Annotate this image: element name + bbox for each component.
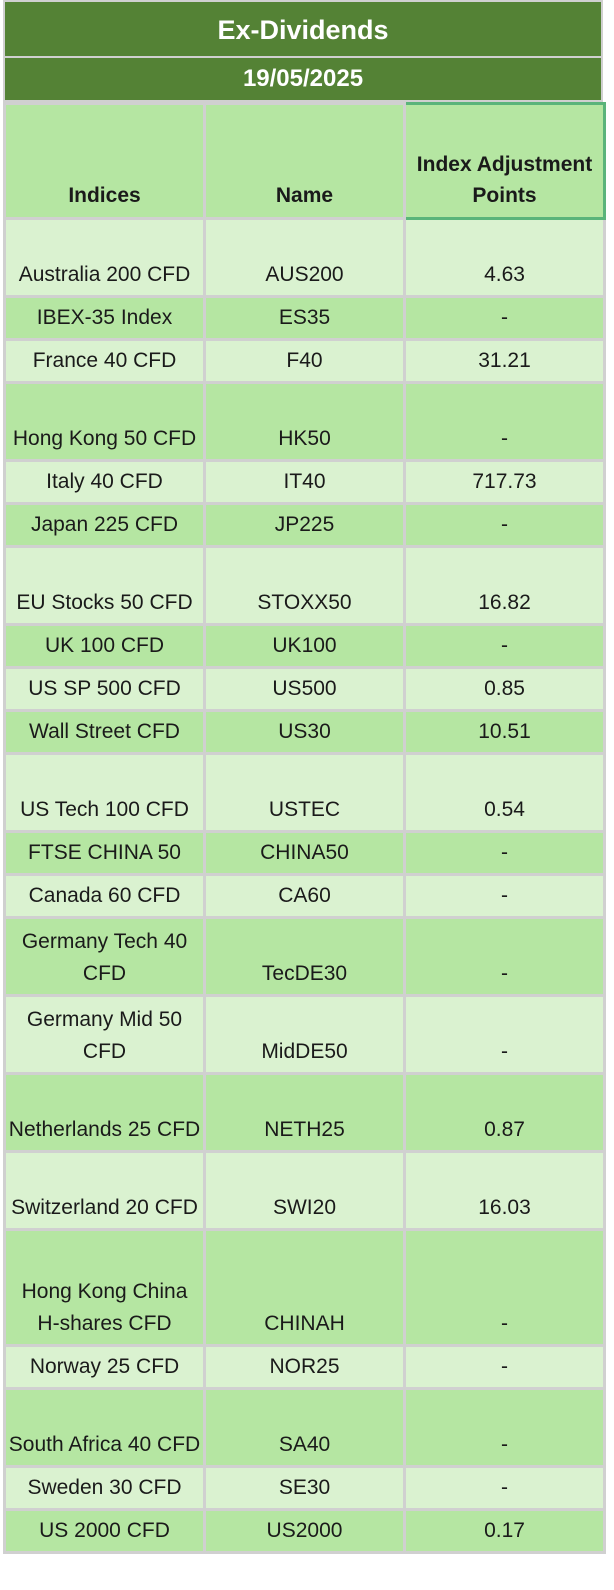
cell-points: - bbox=[403, 1228, 606, 1347]
cell-points: 0.87 bbox=[403, 1072, 606, 1153]
cell-name: NETH25 bbox=[203, 1072, 406, 1153]
cell-name: IT40 bbox=[203, 459, 406, 505]
table-row: Australia 200 CFD AUS200 4.63 bbox=[3, 217, 606, 298]
cell-points: 4.63 bbox=[403, 217, 606, 298]
cell-name: UK100 bbox=[203, 623, 406, 669]
table-row: Switzerland 20 CFD SWI20 16.03 bbox=[3, 1150, 606, 1231]
cell-points: 10.51 bbox=[403, 709, 606, 755]
cell-index: US Tech 100 CFD bbox=[3, 752, 206, 833]
table-row: Hong Kong 50 CFD HK50- bbox=[3, 381, 606, 462]
cell-index: France 40 CFD bbox=[3, 338, 206, 384]
cell-points: - bbox=[403, 994, 606, 1075]
table-row: Germany Tech 40 CFD TecDE30- bbox=[3, 916, 606, 997]
cell-index: Italy 40 CFD bbox=[3, 459, 206, 505]
table-row: Norway 25 CFD NOR25- bbox=[3, 1344, 606, 1390]
table-row: South Africa 40 CFD SA40- bbox=[3, 1387, 606, 1468]
table-row: Germany Mid 50 CFD MidDE50- bbox=[3, 994, 606, 1075]
header-name: Name bbox=[203, 102, 406, 220]
cell-points: - bbox=[403, 830, 606, 876]
cell-index: US SP 500 CFD bbox=[3, 666, 206, 712]
cell-points: 16.82 bbox=[403, 545, 606, 626]
cell-name: F40 bbox=[203, 338, 406, 384]
dividends-table: Indices Name Index Adjustment Points Aus… bbox=[3, 102, 606, 1554]
cell-index: Germany Tech 40 CFD bbox=[3, 916, 206, 997]
cell-name: TecDE30 bbox=[203, 916, 406, 997]
cell-name: USTEC bbox=[203, 752, 406, 833]
table-body: Australia 200 CFD AUS200 4.63 IBEX-35 Index… bbox=[3, 217, 606, 1554]
table-row: US 2000 CFD US2000 0.17 bbox=[3, 1508, 606, 1554]
table-row: Netherlands 25 CFD NETH25 0.87 bbox=[3, 1072, 606, 1153]
cell-name: CHINAH bbox=[203, 1228, 406, 1347]
cell-name: US30 bbox=[203, 709, 406, 755]
cell-points: 16.03 bbox=[403, 1150, 606, 1231]
cell-index: Hong Kong China H-shares CFD bbox=[3, 1228, 206, 1347]
cell-points: - bbox=[403, 873, 606, 919]
cell-name: ES35 bbox=[203, 295, 406, 341]
cell-points: 0.54 bbox=[403, 752, 606, 833]
cell-index: Canada 60 CFD bbox=[3, 873, 206, 919]
cell-index: IBEX-35 Index bbox=[3, 295, 206, 341]
cell-index: Switzerland 20 CFD bbox=[3, 1150, 206, 1231]
cell-name: NOR25 bbox=[203, 1344, 406, 1390]
table-row: Sweden 30 CFD SE30- bbox=[3, 1465, 606, 1511]
ex-dividends-sheet: Ex-Dividends 19/05/2025 Indices Name Ind… bbox=[3, 0, 609, 1554]
header-indices: Indices bbox=[3, 102, 206, 220]
cell-index: UK 100 CFD bbox=[3, 623, 206, 669]
cell-name: STOXX50 bbox=[203, 545, 406, 626]
table-row: US SP 500 CFD US500 0.85 bbox=[3, 666, 606, 712]
cell-points: - bbox=[403, 623, 606, 669]
table-row: France 40 CFD F40 31.21 bbox=[3, 338, 606, 384]
table-row: Japan 225 CFD JP225- bbox=[3, 502, 606, 548]
cell-name: SE30 bbox=[203, 1465, 406, 1511]
table-row: IBEX-35 Index ES35- bbox=[3, 295, 606, 341]
cell-points: - bbox=[403, 295, 606, 341]
table-row: Hong Kong China H-shares CFD CHINAH - bbox=[3, 1228, 606, 1347]
table-row: UK 100 CFD UK100- bbox=[3, 623, 606, 669]
cell-points: 0.85 bbox=[403, 666, 606, 712]
table-row: Italy 40 CFD IT40 717.73 bbox=[3, 459, 606, 505]
cell-points: 31.21 bbox=[403, 338, 606, 384]
header-row: Indices Name Index Adjustment Points bbox=[3, 102, 606, 220]
cell-name: HK50 bbox=[203, 381, 406, 462]
cell-index: US 2000 CFD bbox=[3, 1508, 206, 1554]
cell-name: AUS200 bbox=[203, 217, 406, 298]
cell-index: South Africa 40 CFD bbox=[3, 1387, 206, 1468]
cell-index: Japan 225 CFD bbox=[3, 502, 206, 548]
cell-points: 0.17 bbox=[403, 1508, 606, 1554]
cell-points: - bbox=[403, 1344, 606, 1390]
cell-index: Hong Kong 50 CFD bbox=[3, 381, 206, 462]
sheet-date: 19/05/2025 bbox=[3, 58, 603, 102]
cell-index: Australia 200 CFD bbox=[3, 217, 206, 298]
table-row: US Tech 100 CFD USTEC 0.54 bbox=[3, 752, 606, 833]
cell-name: US2000 bbox=[203, 1508, 406, 1554]
cell-points: - bbox=[403, 502, 606, 548]
table-row: FTSE CHINA 50 CHINA50- bbox=[3, 830, 606, 876]
cell-index: Germany Mid 50 CFD bbox=[3, 994, 206, 1075]
cell-points: - bbox=[403, 1387, 606, 1468]
cell-index: Sweden 30 CFD bbox=[3, 1465, 206, 1511]
cell-name: CA60 bbox=[203, 873, 406, 919]
cell-index: Wall Street CFD bbox=[3, 709, 206, 755]
cell-index: EU Stocks 50 CFD bbox=[3, 545, 206, 626]
cell-name: US500 bbox=[203, 666, 406, 712]
cell-name: SWI20 bbox=[203, 1150, 406, 1231]
cell-name: SA40 bbox=[203, 1387, 406, 1468]
cell-points: 717.73 bbox=[403, 459, 606, 505]
cell-index: Norway 25 CFD bbox=[3, 1344, 206, 1390]
header-adjustment: Index Adjustment Points bbox=[403, 102, 606, 220]
cell-index: FTSE CHINA 50 bbox=[3, 830, 206, 876]
cell-points: - bbox=[403, 1465, 606, 1511]
cell-name: CHINA50 bbox=[203, 830, 406, 876]
cell-name: MidDE50 bbox=[203, 994, 406, 1075]
sheet-title: Ex-Dividends bbox=[3, 0, 603, 58]
table-row: EU Stocks 50 CFD STOXX50 16.82 bbox=[3, 545, 606, 626]
cell-name: JP225 bbox=[203, 502, 406, 548]
cell-index: Netherlands 25 CFD bbox=[3, 1072, 206, 1153]
cell-points: - bbox=[403, 381, 606, 462]
table-row: Canada 60 CFD CA60- bbox=[3, 873, 606, 919]
cell-points: - bbox=[403, 916, 606, 997]
table-row: Wall Street CFD US30 10.51 bbox=[3, 709, 606, 755]
